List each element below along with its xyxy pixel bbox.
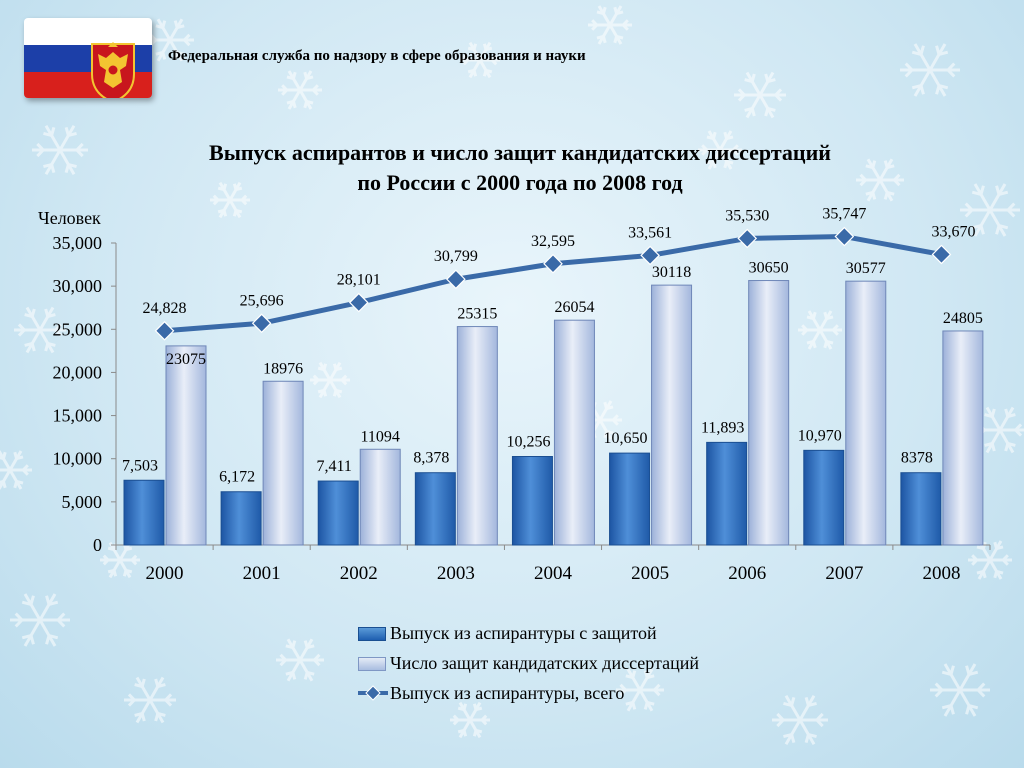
legend-item-bars-with-defense: Выпуск из аспирантуры с защитой <box>358 622 699 652</box>
data-label-defended-graduates: 6,172 <box>219 469 255 486</box>
data-label-defended-graduates: 8,378 <box>413 450 449 467</box>
chart-title: Выпуск аспирантов и число защит кандидат… <box>120 138 920 198</box>
y-tick-label: 0 <box>93 535 102 555</box>
point-total-graduates <box>543 253 563 274</box>
line-total-graduates <box>164 234 942 334</box>
data-label-defended-graduates: 10,970 <box>798 427 842 444</box>
legend-swatch-dark-blue <box>358 627 386 641</box>
legend-label: Выпуск из аспирантуры с защитой <box>390 623 657 643</box>
legend-item-defenses: Число защит кандидатских диссертаций <box>358 652 699 682</box>
point-total-graduates <box>251 313 272 334</box>
x-tick-label: 2002 <box>340 563 378 584</box>
data-label-total-graduates: 24,828 <box>143 300 187 317</box>
chart-title-line-1: Выпуск аспирантов и число защит кандидат… <box>209 140 831 165</box>
y-tick-label: 20,000 <box>53 362 103 382</box>
point-total-graduates <box>154 320 175 341</box>
y-tick-label: 15,000 <box>53 406 103 426</box>
data-label-defended-graduates: 7,411 <box>317 458 352 475</box>
data-label-total-graduates: 28,101 <box>337 272 381 289</box>
bar-dissertation-defenses <box>165 345 207 546</box>
data-label-dissertation-defenses: 30118 <box>652 264 691 281</box>
point-total-graduates <box>834 226 855 247</box>
legend-item-total: Выпуск из аспирантуры, всего <box>358 682 699 712</box>
data-label-dissertation-defenses: 23075 <box>166 351 206 368</box>
bar-defended-graduates <box>706 441 748 546</box>
bar-dissertation-defenses <box>942 330 984 546</box>
data-label-total-graduates: 32,595 <box>531 233 575 250</box>
data-label-total-graduates: 33,670 <box>931 223 975 240</box>
bar-dissertation-defenses <box>845 280 887 546</box>
y-tick-label: 35,000 <box>53 233 103 253</box>
data-label-total-graduates: 33,561 <box>628 224 672 241</box>
bar-defended-graduates <box>317 480 359 546</box>
y-tick-label: 30,000 <box>53 276 103 296</box>
x-tick-label: 2000 <box>146 563 184 584</box>
x-tick-label: 2008 <box>922 563 960 584</box>
data-label-defended-graduates: 10,650 <box>604 430 648 447</box>
data-label-total-graduates: 35,530 <box>725 207 769 224</box>
x-tick-label: 2001 <box>243 563 281 584</box>
x-tick-label: 2003 <box>437 563 475 584</box>
legend-label: Число защит кандидатских диссертаций <box>390 653 699 673</box>
russian-flag-logo <box>24 18 152 98</box>
legend: Выпуск из аспирантуры с защитой Число за… <box>358 622 699 712</box>
data-label-dissertation-defenses: 24805 <box>943 310 983 327</box>
agency-name: Федеральная служба по надзору в сфере об… <box>168 48 586 64</box>
bar-defended-graduates <box>511 456 553 546</box>
point-total-graduates <box>737 228 758 249</box>
bar-dissertation-defenses <box>748 280 790 546</box>
bar-dissertation-defenses <box>359 448 401 546</box>
legend-label: Выпуск из аспирантуры, всего <box>390 683 625 703</box>
bar-dissertation-defenses <box>553 319 595 546</box>
point-total-graduates <box>348 292 369 313</box>
y-tick-label: 10,000 <box>53 449 103 469</box>
x-tick-label: 2006 <box>728 563 766 584</box>
y-tick-label: 25,000 <box>53 319 103 339</box>
chart-title-line-2: по России с 2000 года по 2008 год <box>357 170 683 195</box>
point-total-graduates <box>446 269 466 290</box>
data-label-defended-graduates: 10,256 <box>506 434 550 451</box>
data-label-dissertation-defenses: 30650 <box>749 260 789 277</box>
bar-dissertation-defenses <box>262 380 304 546</box>
bar-dissertation-defenses <box>456 326 498 546</box>
bar-defended-graduates <box>803 449 845 546</box>
x-tick-label: 2004 <box>534 563 573 584</box>
point-total-graduates <box>931 244 952 265</box>
coat-of-arms-icon <box>91 42 135 98</box>
data-label-defended-graduates: 8378 <box>901 450 933 467</box>
data-label-dissertation-defenses: 25315 <box>457 306 497 323</box>
data-label-total-graduates: 30,799 <box>434 248 478 265</box>
bar-defended-graduates <box>900 472 942 546</box>
point-total-graduates <box>640 245 660 266</box>
data-label-dissertation-defenses: 30577 <box>846 260 886 277</box>
y-tick-label: 5,000 <box>62 492 103 512</box>
legend-swatch-light-blue <box>358 657 386 671</box>
data-label-total-graduates: 25,696 <box>240 292 284 309</box>
bar-defended-graduates <box>220 491 262 546</box>
data-label-dissertation-defenses: 18976 <box>263 360 303 377</box>
data-label-defended-graduates: 11,893 <box>701 419 744 436</box>
data-label-total-graduates: 35,747 <box>822 206 866 223</box>
data-label-dissertation-defenses: 11094 <box>361 428 400 445</box>
bar-defended-graduates <box>609 452 651 546</box>
legend-line-diamond-icon <box>358 685 388 701</box>
x-tick-label: 2007 <box>825 563 863 584</box>
bar-dissertation-defenses <box>651 284 693 546</box>
x-tick-label: 2005 <box>631 563 669 584</box>
bar-defended-graduates <box>414 472 456 546</box>
bar-defended-graduates <box>123 479 165 546</box>
y-axis-label: Человек <box>38 208 101 228</box>
data-label-defended-graduates: 7,503 <box>122 457 158 474</box>
data-label-dissertation-defenses: 26054 <box>554 299 594 316</box>
flag-stripe-white <box>24 18 152 45</box>
